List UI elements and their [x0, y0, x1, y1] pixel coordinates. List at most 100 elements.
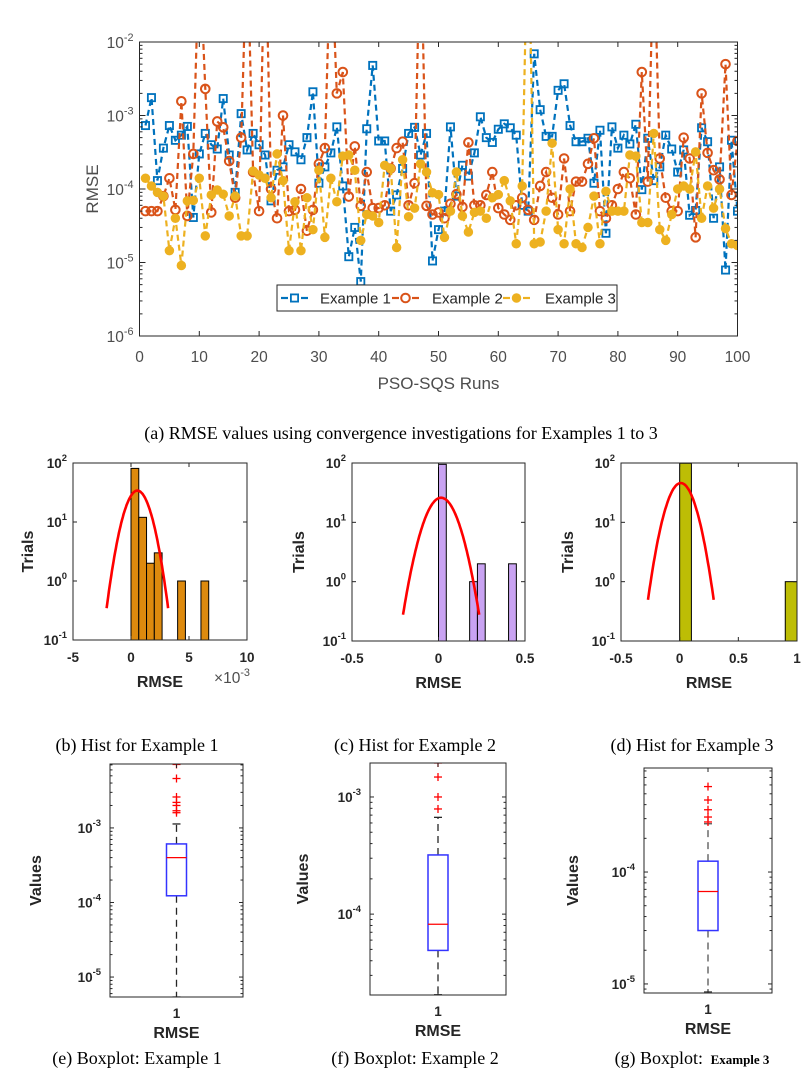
- x-tick-label: 100: [725, 349, 751, 366]
- data-point-marker: [343, 191, 355, 202]
- y-tick-label-exponent: -3: [353, 787, 361, 798]
- interquartile-box: [427, 854, 449, 952]
- data-point-marker: [200, 128, 210, 138]
- x-axis-multiplier: ×10-3: [214, 667, 250, 687]
- y-tick-label: 102: [326, 453, 346, 471]
- legend-item-3: Example 3: [503, 291, 616, 308]
- data-point-marker: [732, 240, 738, 251]
- y-tick-label: 10-4: [612, 862, 636, 880]
- data-point-marker: [302, 193, 312, 203]
- data-point-marker: [709, 213, 719, 223]
- data-point-marker: [409, 203, 420, 213]
- data-point-marker: [277, 110, 289, 121]
- data-point-marker: [146, 181, 157, 191]
- outlier-marker: [172, 808, 181, 817]
- y-tick-label: 10-3: [78, 818, 101, 836]
- data-point-marker: [391, 142, 402, 154]
- data-point-marker: [618, 166, 630, 178]
- data-point-marker: [176, 260, 187, 271]
- data-point-marker: [625, 139, 635, 149]
- interquartile-box: [697, 860, 719, 932]
- series-2: [140, 42, 738, 243]
- data-point-marker: [499, 175, 510, 186]
- data-point-marker: [140, 173, 151, 184]
- data-point-marker: [223, 155, 235, 167]
- data-point-marker: [326, 148, 336, 158]
- data-point-marker: [558, 153, 570, 164]
- x-tick-label: 70: [549, 349, 567, 366]
- y-tick-label: 10-1: [592, 631, 615, 649]
- data-point-marker: [589, 191, 599, 201]
- data-point-marker: [433, 225, 443, 235]
- data-point-marker: [576, 176, 588, 187]
- data-point-marker: [314, 165, 324, 175]
- y-axis-label: Trials: [20, 531, 37, 573]
- axes-box: [620, 462, 798, 642]
- data-point-marker: [433, 189, 444, 200]
- data-point-marker: [463, 171, 473, 181]
- data-point-marker: [200, 231, 211, 241]
- data-point-marker: [451, 167, 462, 177]
- data-point-marker: [409, 177, 420, 189]
- data-point-marker: [720, 223, 731, 234]
- data-point-marker: [271, 212, 283, 224]
- data-point-marker: [397, 155, 408, 165]
- x-tick-label: 1: [793, 651, 801, 666]
- data-point-marker: [212, 144, 222, 154]
- y-tick-label: 10-6: [107, 326, 134, 346]
- data-point-marker: [158, 143, 168, 153]
- legend-item-1: Example 1: [281, 291, 391, 308]
- data-point-marker: [600, 212, 612, 224]
- data-point-marker: [290, 197, 300, 207]
- y-tick-label-exponent: -3: [93, 818, 101, 829]
- data-point-marker: [684, 153, 695, 164]
- outlier-marker: [704, 796, 712, 805]
- x-axis-multiplier-exponent: -3: [240, 667, 250, 679]
- y-tick-label-base: 10: [326, 515, 341, 530]
- x-tick-label: 60: [490, 349, 508, 366]
- data-point-marker: [481, 133, 491, 143]
- data-point-marker: [170, 135, 180, 145]
- y-tick-label-base: 10: [107, 35, 125, 52]
- data-point-marker: [559, 238, 569, 249]
- y-tick-label: 100: [47, 571, 67, 589]
- x-axis-label: RMSE: [415, 1023, 462, 1040]
- caption-g-suffix: Example 3: [711, 1052, 770, 1067]
- y-tick-label-exponent: 2: [610, 453, 615, 464]
- histogram-bar: [177, 580, 186, 640]
- legend-marker: [289, 293, 299, 303]
- normal-fit-curve: [646, 481, 715, 600]
- histogram-bar: [476, 563, 486, 641]
- data-point-marker: [164, 172, 175, 184]
- data-point-marker: [254, 140, 264, 150]
- data-point-marker: [296, 245, 306, 256]
- data-point-marker: [331, 88, 343, 99]
- data-point-marker: [308, 87, 318, 97]
- y-tick-label-base: 10: [592, 634, 607, 649]
- data-point-marker: [361, 166, 373, 178]
- series-3: [140, 42, 738, 271]
- data-point-marker: [487, 166, 498, 178]
- legend-item-2: Example 2: [392, 291, 503, 308]
- data-point-marker: [619, 130, 629, 140]
- caption-b: (b) Hist for Example 1: [56, 735, 219, 756]
- data-point-marker: [511, 130, 521, 140]
- data-point-marker: [690, 147, 701, 157]
- y-tick-label-base: 10: [107, 256, 125, 273]
- axes-box: [139, 41, 738, 337]
- x-tick-label: 50: [430, 349, 448, 366]
- data-point-marker: [373, 217, 384, 228]
- data-point-marker: [284, 140, 294, 150]
- captions: (a) RMSE values using convergence invest…: [52, 423, 773, 1069]
- data-point-marker: [685, 210, 695, 220]
- data-point-marker: [217, 122, 229, 133]
- caption-a: (a) RMSE values using convergence invest…: [144, 423, 658, 444]
- x-tick-label: 10: [239, 650, 254, 665]
- x-tick-label: 0: [135, 349, 144, 366]
- data-point-marker: [266, 193, 276, 203]
- data-point-marker: [481, 213, 492, 223]
- data-point-marker: [697, 123, 707, 133]
- y-tick-label-base: 10: [107, 182, 125, 199]
- data-point-marker: [188, 212, 198, 222]
